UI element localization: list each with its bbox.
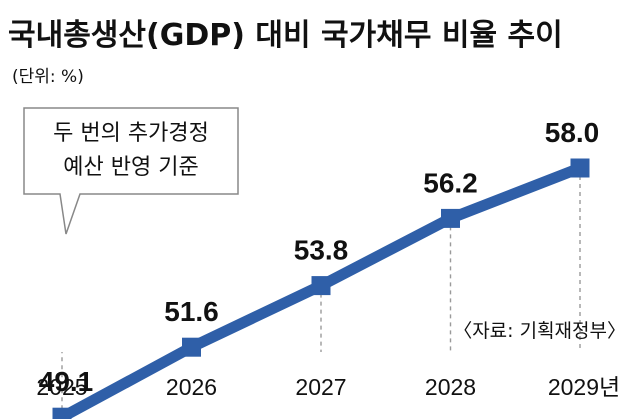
x-axis-ticks: 2025 2026 2027 2028 2029년	[36, 374, 620, 400]
x-tick-label: 2029년	[548, 374, 620, 400]
callout-text-line: 두 번의 추가경정	[53, 121, 209, 146]
data-label: 58.0	[545, 117, 600, 148]
chart-title: 국내총생산(GDP) 대비 국가채무 비율 추이	[8, 18, 563, 53]
data-label: 51.6	[164, 296, 219, 327]
x-tick-label: 2025	[36, 374, 87, 400]
data-labels: 49.1 51.6 53.8 56.2 58.0	[39, 117, 600, 397]
x-tick-label: 2028	[425, 374, 476, 400]
data-label: 53.8	[294, 235, 349, 266]
x-tick-label: 2026	[166, 374, 217, 400]
data-label: 49.1	[39, 366, 94, 397]
data-marker	[52, 407, 72, 419]
callout-text-line: 예산 반영 기준	[63, 155, 198, 180]
data-marker	[311, 276, 331, 296]
data-marker	[182, 337, 201, 357]
data-markers	[52, 158, 590, 419]
callout-box	[23, 107, 239, 235]
data-marker	[570, 158, 590, 178]
data-marker	[441, 208, 460, 228]
unit-label: (단위: %)	[12, 67, 84, 87]
source-note: 〈자료: 기획재정부〉	[453, 320, 626, 342]
data-label: 56.2	[423, 167, 478, 198]
x-tick-label: 2027	[295, 374, 346, 400]
